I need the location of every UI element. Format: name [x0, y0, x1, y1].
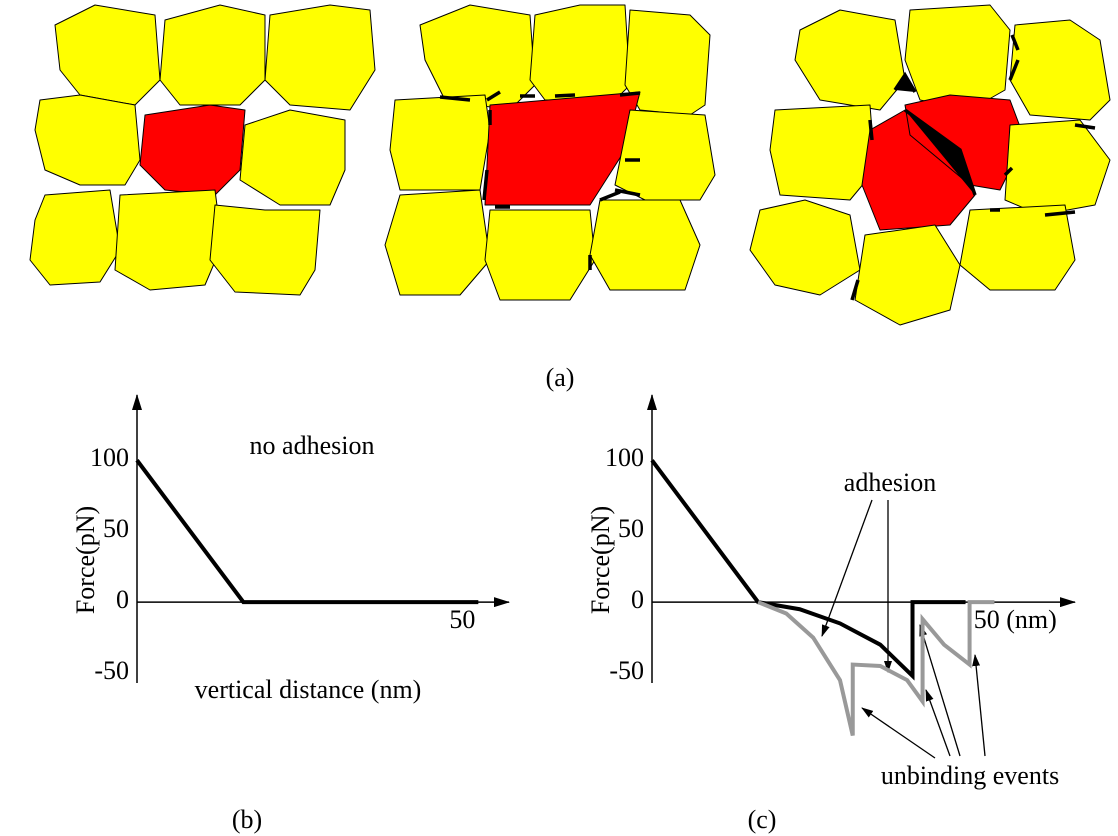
cell [140, 105, 245, 195]
y-tick-label: 0 [631, 585, 644, 614]
cell [30, 190, 120, 285]
cell [1005, 120, 1110, 215]
cell [115, 190, 222, 290]
cells-a1 [30, 5, 375, 295]
cell [1010, 20, 1110, 120]
arrow [862, 708, 935, 758]
panel-label: (b) [232, 805, 262, 834]
y-axis-label: Force(pN) [586, 506, 615, 614]
annotation: unbinding events [881, 761, 1059, 790]
y-tick-label: -50 [94, 656, 129, 685]
y-tick-label: 50 [618, 514, 644, 543]
x-tick-label: 50 [449, 605, 475, 634]
y-tick-label: 100 [605, 443, 644, 472]
arrow [822, 500, 872, 636]
cell [485, 210, 595, 300]
cell [240, 110, 345, 205]
cells-a3 [750, 5, 1110, 325]
cell [530, 5, 630, 100]
cell [160, 5, 265, 105]
x-tick-label: 50 (nm) [974, 605, 1057, 634]
line [758, 602, 994, 735]
y-tick-label: 100 [90, 443, 129, 472]
panel-label: (a) [546, 363, 575, 392]
cell [35, 95, 140, 185]
cell [615, 110, 715, 200]
figure: (a) no adhesion vertical distance (nm) a… [0, 0, 1118, 836]
y-tick-label: 0 [116, 585, 129, 614]
arrow [926, 690, 950, 756]
cell [485, 92, 640, 205]
cell [420, 5, 535, 110]
cell [210, 205, 320, 295]
cell [770, 105, 875, 200]
y-axis-label: Force(pN) [71, 506, 100, 614]
cells-a2 [385, 5, 715, 300]
x-axis-label: vertical distance (nm) [195, 675, 422, 704]
cell [960, 205, 1075, 290]
panel-label: (c) [748, 805, 777, 834]
cell [390, 95, 490, 190]
annotation: adhesion [844, 468, 936, 497]
cell [590, 200, 700, 290]
cell [905, 5, 1010, 110]
cell [795, 10, 905, 110]
cell [750, 200, 860, 295]
cell [385, 190, 490, 295]
cell [265, 5, 375, 110]
line [137, 460, 478, 602]
cell [55, 5, 160, 105]
annotation: no adhesion [250, 431, 375, 460]
y-tick-label: 50 [103, 514, 129, 543]
y-tick-label: -50 [609, 656, 644, 685]
cell [855, 225, 960, 325]
arrow [975, 655, 985, 756]
